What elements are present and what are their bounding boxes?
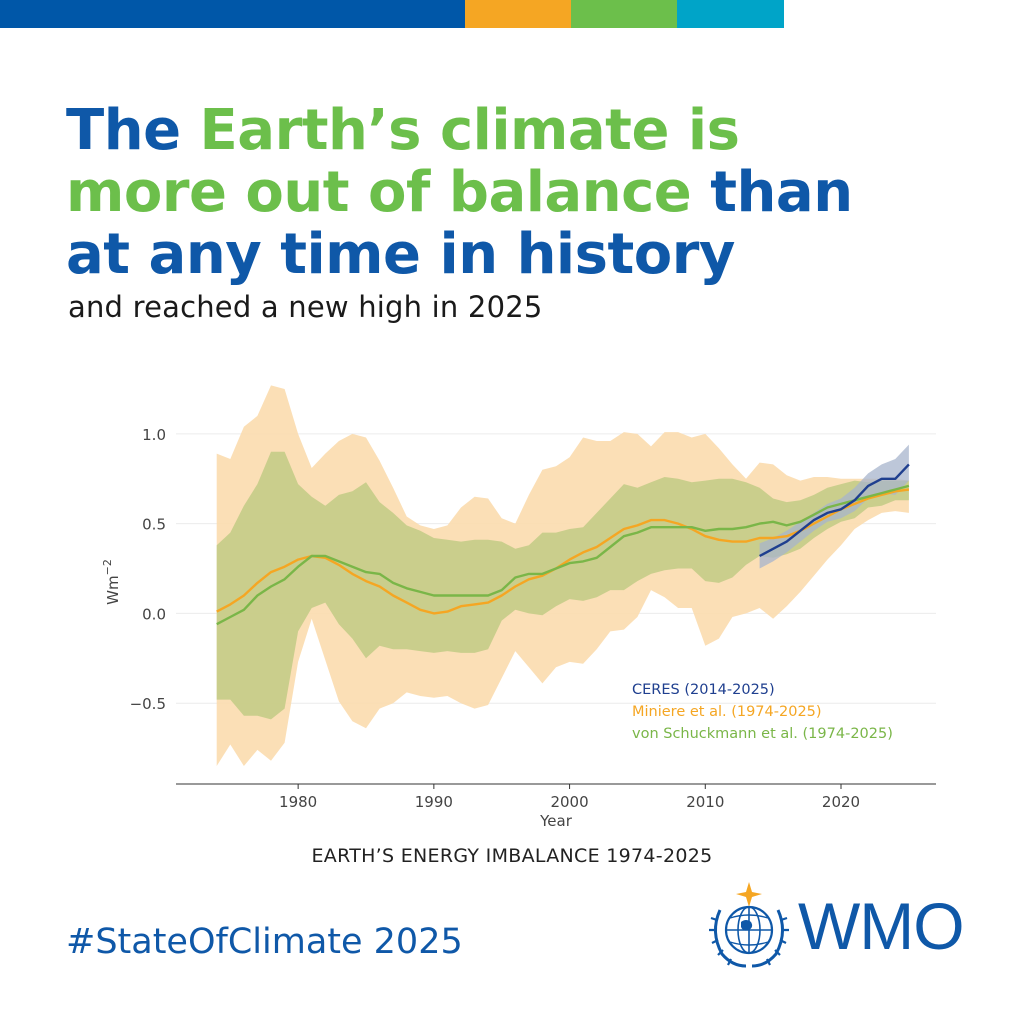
wmo-emblem-icon [709,882,789,968]
y-axis-label: Wm−2 [101,559,122,605]
wmo-logo-text: WMO [798,889,965,963]
ceres-line [759,463,910,558]
headline-part-4: than [691,160,853,225]
headline-part-5: at any time in history [66,222,735,287]
energy-imbalance-chart: 1.0 0.5 0.0 −0.5 1980 1990 2000 2010 2020 Year Wm−… [101,385,936,830]
top-bar-green [571,0,677,28]
top-bar-cyan [677,0,784,28]
x-tick-label: 2010 [686,793,724,811]
top-color-bar [0,0,784,28]
subtitle: and reached a new high in 2025 [68,290,543,324]
chart-caption: EARTH’S ENERGY IMBALANCE 1974-2025 [311,845,713,867]
y-tick-label: 0.0 [142,605,166,623]
headline-part-1: The [66,98,200,163]
y-tick-label: 0.5 [142,516,166,534]
x-tick-label: 1990 [415,793,453,811]
x-axis-label: Year [539,812,573,830]
axes: 1.0 0.5 0.0 −0.5 1980 1990 2000 2010 2020 Year Wm−… [101,426,936,830]
series-lines [216,463,910,626]
x-tick-label: 2020 [822,793,860,811]
legend-entry-miniere-et-al: Miniere et al. (1974-2025) [632,704,822,720]
y-tick-label: −0.5 [130,695,166,713]
legend-entry-ceres: CERES (2014-2025) [632,682,775,698]
wmo-logo: WMO [708,880,965,972]
x-tick-label: 2000 [550,793,588,811]
y-tick-label: 1.0 [142,426,166,444]
legend: CERES (2014-2025) Miniere et al. (1974-20… [632,682,893,742]
headline-part-3: more out of balance [66,160,692,225]
hashtag[interactable]: #StateOfClimate 2025 [66,922,463,962]
headline: The Earth’s climate is more out of balan… [66,100,966,286]
von-schuckmann-et-al-band [216,451,909,720]
x-tick-label: 1980 [279,793,317,811]
legend-entry-von-schuckmann-et-al: von Schuckmann et al. (1974-2025) [632,726,893,742]
top-bar-orange [465,0,571,28]
von-schuckmann-et-al-line [216,484,910,626]
top-bar-blue [0,0,465,28]
miniere-et-al-line [216,488,910,615]
headline-part-2: Earth’s climate is [199,98,740,163]
